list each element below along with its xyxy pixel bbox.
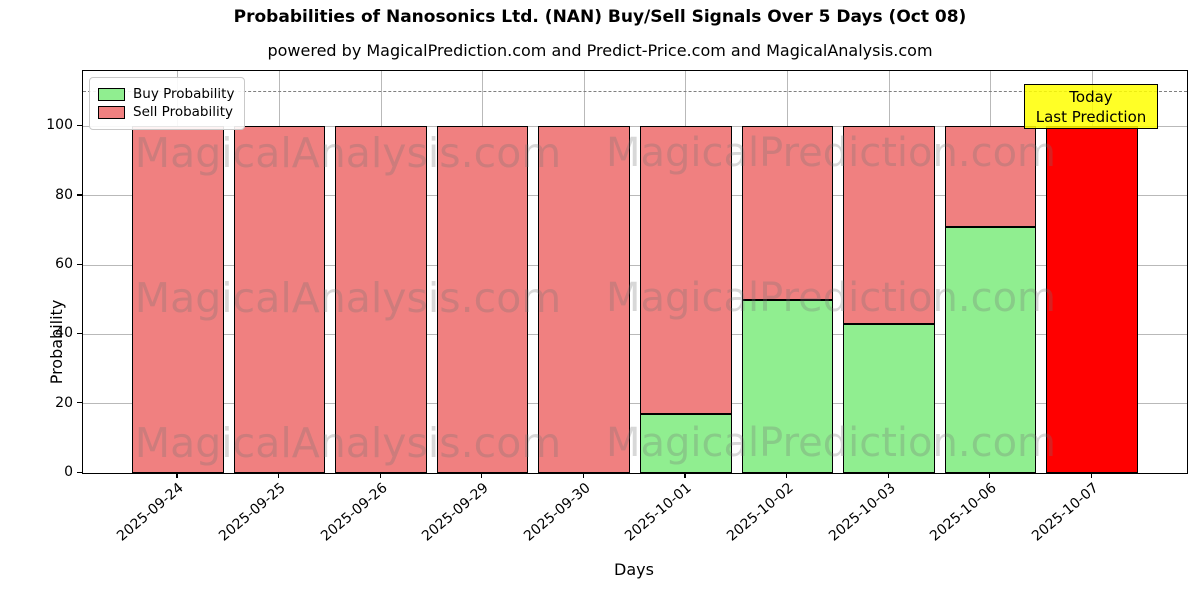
y-tick-label: 60 — [55, 256, 73, 273]
h-gridline — [83, 264, 1187, 266]
legend-item-label: Buy Probability — [133, 86, 235, 102]
x-tick-mark — [1090, 473, 1092, 478]
x-tick-label-text: 2025-09-24 — [114, 480, 188, 545]
dashed-threshold-line — [83, 91, 1187, 93]
legend-box: Buy Probability Sell Probability — [89, 77, 246, 130]
today-annotation-line1: Today — [1069, 87, 1113, 106]
bar-sell-segment — [132, 126, 224, 473]
x-tick-mark — [785, 473, 788, 478]
legend-color-swatch — [98, 88, 125, 101]
y-tick-label: 40 — [55, 325, 73, 342]
chart-title: Probabilities of Nanosonics Ltd. (NAN) B… — [233, 7, 967, 27]
bar-sell-segment — [436, 126, 529, 473]
y-tick-mark — [77, 471, 82, 473]
bar-sell-segment — [944, 126, 1037, 227]
bar-buy-segment — [640, 414, 732, 473]
bar-sell-segment — [741, 126, 834, 300]
y-tick-label: 20 — [55, 394, 73, 411]
today-annotation-line2: Last Prediction — [1035, 107, 1147, 126]
legend-item: Buy Probability — [98, 87, 234, 102]
bar-buy-segment — [944, 226, 1037, 473]
today-annotation-box: Today Last Prediction — [1024, 84, 1158, 129]
x-tick-label-text: 2025-09-26 — [317, 480, 391, 545]
h-gridline — [83, 125, 1187, 127]
x-tick-label-text: 2025-09-25 — [216, 480, 289, 545]
x-tick-label-text: 2025-09-29 — [419, 480, 492, 545]
plot-area: MagicalAnalysis.com MagicalPrediction.com… — [47, 70, 1188, 474]
x-tick-mark — [379, 473, 381, 478]
h-gridline — [83, 195, 1187, 197]
y-tick-mark — [77, 194, 82, 196]
bar-sell-segment — [538, 126, 630, 473]
x-tick-mark — [176, 473, 178, 478]
bar-today-2025-10-07 — [1046, 126, 1138, 473]
x-tick-mark — [887, 473, 889, 478]
bar-sell-segment — [233, 126, 326, 473]
x-tick-mark — [989, 473, 991, 478]
bar-buy-segment — [843, 323, 935, 473]
x-tick-mark — [684, 473, 686, 478]
bar-sell-segment — [843, 126, 935, 324]
chart-subtitle: powered by MagicalPrediction.com and Pre… — [267, 41, 933, 60]
y-tick-mark — [77, 124, 82, 127]
x-tick-label-text: 2025-10-07 — [1028, 480, 1102, 545]
bar-buy-segment — [741, 299, 834, 473]
x-tick-label-text: 2025-10-03 — [825, 480, 899, 545]
x-tick-label-text: 2025-10-01 — [622, 480, 696, 545]
x-tick-label-text: 2025-10-02 — [724, 480, 797, 545]
legend-color-swatch — [98, 106, 125, 119]
legend-item-label: Sell Probability — [133, 104, 234, 120]
bar-sell-segment — [335, 126, 427, 473]
y-axis-label: Probability — [47, 299, 66, 385]
y-tick-label: 100 — [46, 117, 73, 134]
x-axis-label: Days — [614, 560, 654, 579]
y-tick-mark — [77, 332, 82, 335]
x-tick-mark — [277, 473, 280, 478]
x-tick-label-text: 2025-10-06 — [927, 480, 1000, 545]
y-tick-mark — [77, 263, 82, 265]
legend-item: Sell Probability — [98, 105, 234, 120]
x-tick-mark — [481, 473, 483, 478]
h-gridline — [83, 403, 1187, 405]
x-tick-mark — [582, 473, 584, 478]
y-tick-mark — [77, 402, 82, 404]
x-tick-label-text: 2025-09-30 — [520, 480, 594, 545]
y-tick-label: 80 — [55, 186, 73, 203]
bar-sell-segment — [640, 126, 732, 415]
y-tick-label: 0 — [64, 464, 73, 480]
h-gridline — [83, 333, 1187, 335]
